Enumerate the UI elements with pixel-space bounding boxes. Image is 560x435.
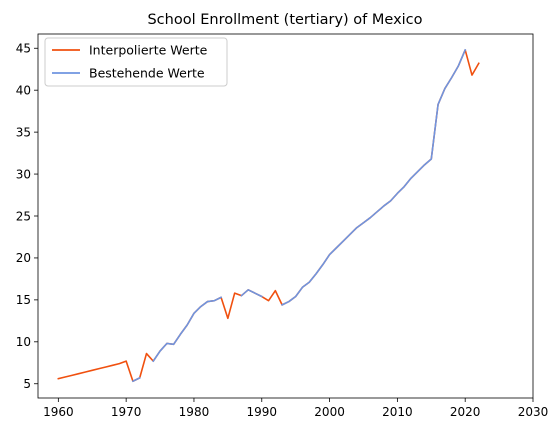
y-tick-label: 45	[16, 42, 31, 56]
y-tick-label: 10	[16, 335, 31, 349]
x-tick-label: 1970	[111, 405, 142, 419]
y-tick-label: 30	[16, 167, 31, 181]
x-tick-label: 1980	[179, 405, 210, 419]
y-tick-label: 20	[16, 251, 31, 265]
x-tick-label: 1960	[43, 405, 74, 419]
legend-label: Bestehende Werte	[89, 66, 205, 81]
y-tick-label: 5	[23, 377, 31, 391]
y-tick-label: 25	[16, 209, 31, 223]
series-line-1	[57, 49, 480, 383]
legend-label: Interpolierte Werte	[89, 43, 208, 58]
series-layer	[57, 48, 480, 383]
x-tick-label: 2030	[518, 405, 549, 419]
x-tick-label: 2020	[450, 405, 481, 419]
y-tick-label: 15	[16, 293, 31, 307]
y-tick-label: 35	[16, 125, 31, 139]
axes-frame	[37, 33, 534, 399]
x-tick-label: 2000	[314, 405, 345, 419]
x-tick-label: 1990	[246, 405, 277, 419]
y-axis: 5 10 15 20 25 30 35 40 45	[16, 42, 38, 391]
series-line-2	[131, 48, 467, 383]
x-axis: 1960 1970 1980 1990 2000 2010 2020 2030	[43, 398, 548, 419]
legend-box	[44, 37, 228, 87]
x-tick-label: 2010	[382, 405, 413, 419]
chart-title: School Enrollment (tertiary) of Mexico	[147, 12, 422, 28]
y-tick-label: 40	[16, 83, 31, 97]
legend: Interpolierte Werte Bestehende Werte	[44, 37, 228, 87]
